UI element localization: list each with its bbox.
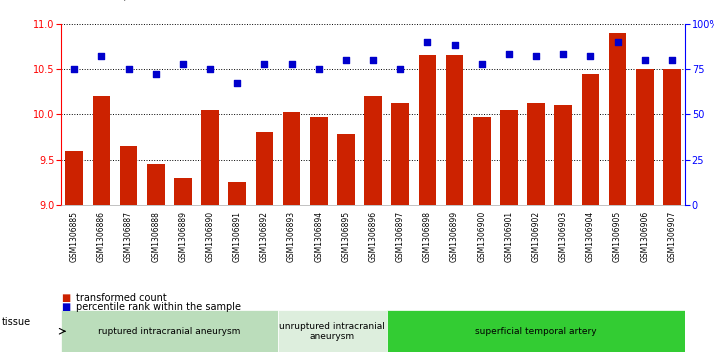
- Point: [395, 66, 406, 72]
- Text: GSM1306897: GSM1306897: [396, 211, 405, 262]
- Text: GSM1306904: GSM1306904: [586, 211, 595, 262]
- Point: [503, 52, 515, 57]
- Point: [150, 72, 161, 77]
- Text: transformed count: transformed count: [76, 293, 167, 303]
- Bar: [527, 103, 545, 205]
- Text: GSM1306907: GSM1306907: [668, 211, 676, 262]
- Text: GSM1306900: GSM1306900: [477, 211, 486, 262]
- Text: GSM1306896: GSM1306896: [368, 211, 378, 262]
- Point: [177, 61, 188, 66]
- Point: [69, 66, 80, 72]
- Point: [96, 53, 107, 59]
- Bar: [147, 164, 165, 205]
- Text: superficial temporal artery: superficial temporal artery: [476, 327, 597, 336]
- Bar: [581, 74, 599, 205]
- Point: [612, 39, 623, 45]
- Text: GSM1306893: GSM1306893: [287, 211, 296, 262]
- Bar: [256, 132, 273, 205]
- Text: ■: ■: [61, 293, 70, 303]
- Text: GSM1306888: GSM1306888: [151, 211, 160, 261]
- Bar: [387, 310, 685, 352]
- Text: percentile rank within the sample: percentile rank within the sample: [76, 302, 241, 312]
- Point: [231, 81, 243, 86]
- Point: [666, 57, 678, 63]
- Bar: [554, 105, 572, 205]
- Text: ruptured intracranial aneurysm: ruptured intracranial aneurysm: [98, 327, 241, 336]
- Bar: [418, 55, 436, 205]
- Point: [204, 66, 216, 72]
- Text: GSM1306885: GSM1306885: [70, 211, 79, 262]
- Point: [123, 66, 134, 72]
- Text: GSM1306903: GSM1306903: [559, 211, 568, 262]
- Point: [367, 57, 378, 63]
- Bar: [337, 134, 355, 205]
- Bar: [174, 178, 192, 205]
- Point: [422, 39, 433, 45]
- Text: GSM1306890: GSM1306890: [206, 211, 215, 262]
- Bar: [61, 310, 278, 352]
- Bar: [120, 146, 137, 205]
- Point: [639, 57, 650, 63]
- Text: GSM1306894: GSM1306894: [314, 211, 323, 262]
- Bar: [636, 69, 653, 205]
- Bar: [446, 55, 463, 205]
- Bar: [364, 96, 382, 205]
- Point: [531, 53, 542, 59]
- Bar: [500, 110, 518, 205]
- Point: [449, 42, 461, 48]
- Text: GSM1306886: GSM1306886: [97, 211, 106, 262]
- Text: GSM1306901: GSM1306901: [504, 211, 513, 262]
- Bar: [473, 117, 491, 205]
- Bar: [93, 96, 110, 205]
- Point: [258, 61, 270, 66]
- Bar: [278, 310, 387, 352]
- Text: GSM1306898: GSM1306898: [423, 211, 432, 262]
- Point: [286, 61, 297, 66]
- Text: GSM1306892: GSM1306892: [260, 211, 269, 262]
- Bar: [201, 110, 219, 205]
- Bar: [663, 69, 680, 205]
- Point: [476, 61, 488, 66]
- Text: tissue: tissue: [1, 317, 31, 327]
- Bar: [228, 183, 246, 205]
- Text: GSM1306899: GSM1306899: [450, 211, 459, 262]
- Text: GSM1306895: GSM1306895: [341, 211, 351, 262]
- Point: [313, 66, 324, 72]
- Text: GSM1306906: GSM1306906: [640, 211, 649, 262]
- Text: ■: ■: [61, 302, 70, 312]
- Text: unruptured intracranial
aneurysm: unruptured intracranial aneurysm: [279, 322, 386, 341]
- Point: [340, 57, 351, 63]
- Bar: [609, 33, 626, 205]
- Text: GSM1306889: GSM1306889: [178, 211, 187, 262]
- Text: GSM1306902: GSM1306902: [531, 211, 540, 262]
- Bar: [391, 103, 409, 205]
- Point: [558, 52, 569, 57]
- Point: [585, 53, 596, 59]
- Bar: [66, 151, 83, 205]
- Text: GDS5186 / 12926: GDS5186 / 12926: [54, 0, 176, 2]
- Bar: [310, 117, 328, 205]
- Text: GSM1306905: GSM1306905: [613, 211, 622, 262]
- Bar: [283, 112, 301, 205]
- Text: GSM1306891: GSM1306891: [233, 211, 242, 262]
- Text: GSM1306887: GSM1306887: [124, 211, 133, 262]
